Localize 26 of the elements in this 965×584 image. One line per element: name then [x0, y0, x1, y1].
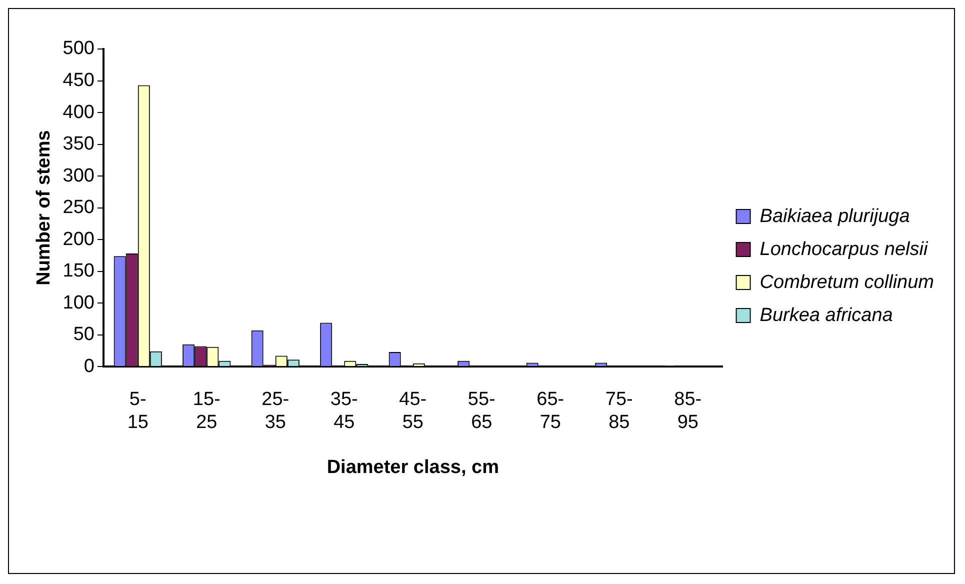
x-tick-label: 25-35 — [262, 389, 290, 434]
x-tick-label: 75-85 — [605, 389, 633, 434]
legend-label: Lonchocarpus nelsii — [760, 238, 928, 260]
legend-label: Baikiaea plurijuga — [760, 206, 910, 227]
y-tick-label: 250 — [62, 197, 94, 218]
y-tick-label: 150 — [62, 260, 94, 282]
x-axis-title: Diameter class, cm — [326, 456, 499, 478]
x-tick-label: 5-15 — [127, 389, 148, 434]
x-tick-label: 35-45 — [330, 389, 358, 434]
y-tick-label: 50 — [73, 324, 94, 346]
legend-label: Combretum collinum — [760, 272, 934, 293]
x-tick-label: 85-95 — [674, 389, 702, 434]
y-tick-label: 350 — [62, 134, 94, 155]
y-tick-label: 450 — [62, 70, 94, 91]
x-tick-label: 45-55 — [399, 389, 427, 434]
y-tick-label: 500 — [62, 38, 94, 60]
y-tick-label: 0 — [84, 356, 94, 377]
y-tick-label: 200 — [62, 228, 94, 250]
y-tick-label: 400 — [62, 102, 94, 123]
x-tick-label: 15-25 — [192, 389, 220, 434]
y-axis-title: Number of stems — [34, 130, 55, 286]
y-tick-label: 100 — [62, 292, 94, 314]
legend-label: Burkea africana — [760, 304, 893, 326]
x-tick-label: 65-75 — [536, 389, 564, 434]
y-tick-label: 300 — [62, 165, 94, 186]
x-tick-label: 55-65 — [468, 389, 496, 434]
